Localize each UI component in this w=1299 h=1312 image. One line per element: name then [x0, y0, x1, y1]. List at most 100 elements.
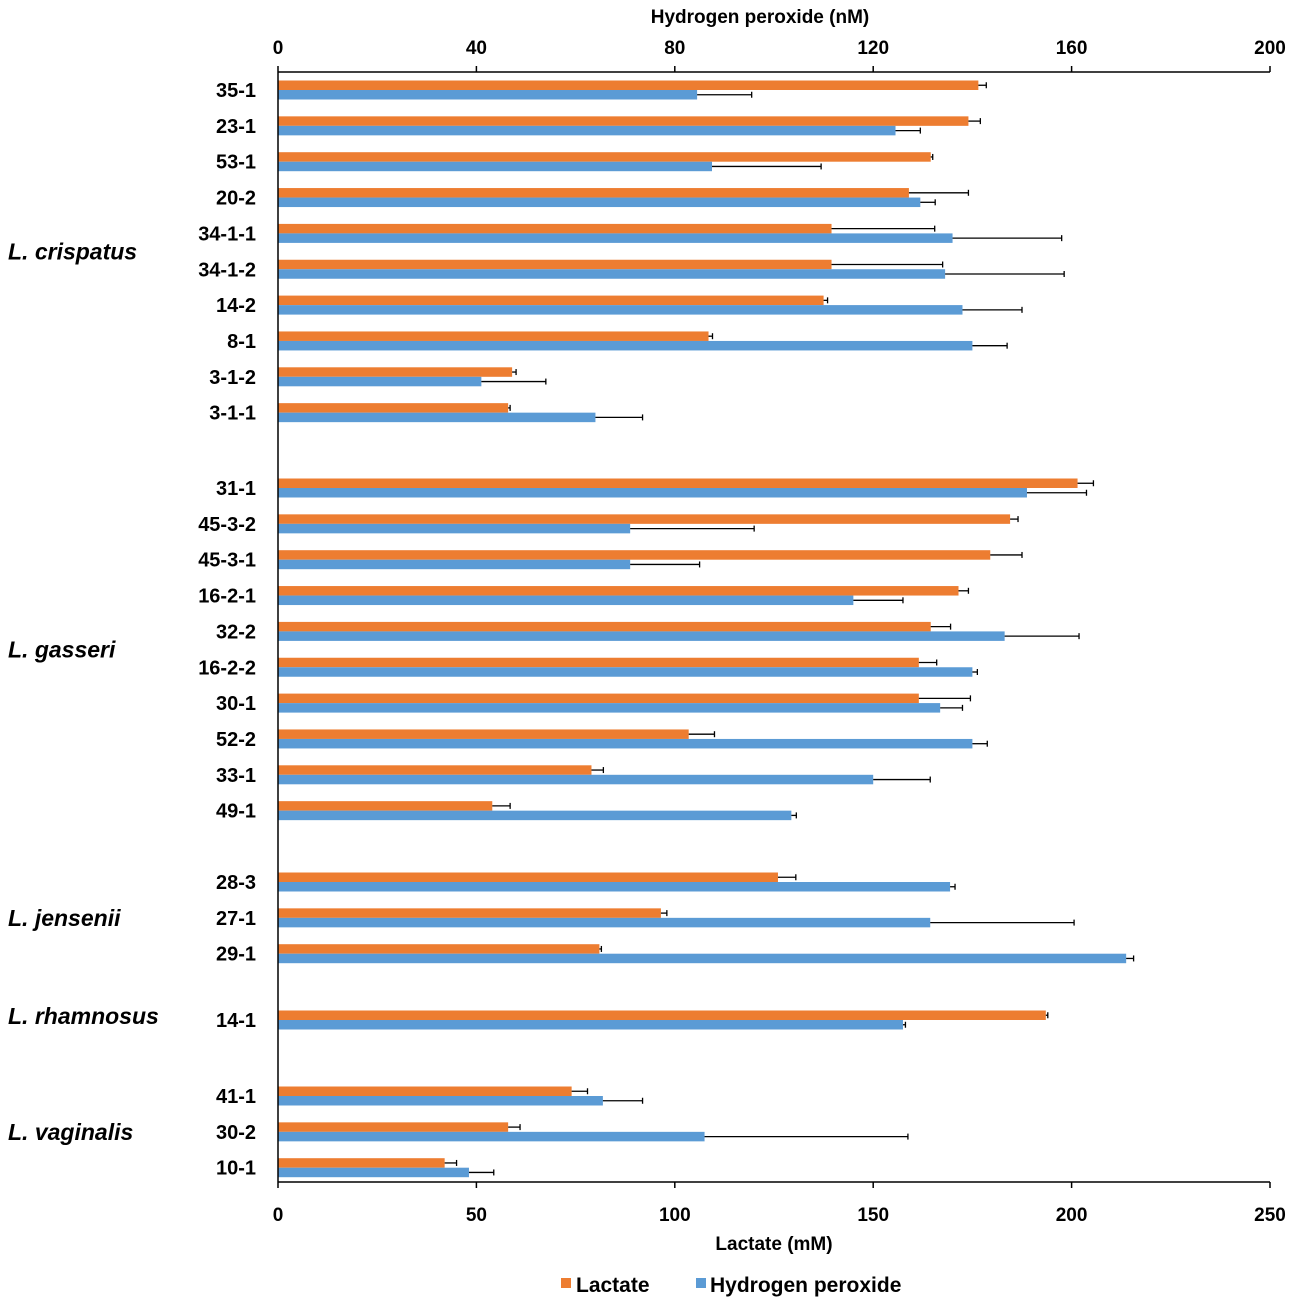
h2o2-bar-35-1: [278, 90, 698, 100]
h2o2-bar-20-2: [278, 197, 921, 208]
strain-label-32-2: 32-2: [216, 621, 256, 643]
lactate-bar-41-1: [278, 1086, 572, 1096]
lactate-bar-27-1: [278, 908, 661, 918]
h2o2-bar-31-1: [278, 488, 1027, 498]
lactate-bar-29-1: [278, 944, 600, 954]
lactate-bar-28-3: [278, 872, 778, 882]
strain-label-45-3-1: 45-3-1: [198, 550, 256, 572]
lactate-bar-35-1: [278, 80, 979, 90]
h2o2-bar-41-1: [278, 1096, 603, 1106]
strain-label-34-1-1: 34-1-1: [198, 223, 256, 245]
lactate-bar-34-1-1: [278, 223, 832, 234]
lactate-bar-53-1: [278, 152, 931, 162]
bottom-tick-label-5: 250: [1254, 1205, 1286, 1226]
lactate-bar-33-1: [278, 765, 592, 775]
strain-label-33-1: 33-1: [216, 765, 256, 787]
legend-swatch-lactate: [561, 1278, 571, 1288]
species-label-l-vaginalis: L. vaginalis: [8, 1119, 133, 1145]
top-tick-label-3: 120: [857, 38, 889, 59]
h2o2-bar-34-1-2: [278, 269, 946, 279]
lactate-bar-45-3-2: [278, 514, 1011, 524]
bottom-axis-title: Lactate (mM): [715, 1234, 832, 1255]
strain-label-28-3: 28-3: [216, 872, 256, 894]
h2o2-bar-16-2-1: [278, 595, 854, 606]
species-label-l-crispatus: L. crispatus: [8, 238, 137, 264]
bottom-tick-label-4: 200: [1056, 1205, 1088, 1226]
strain-label-14-1: 14-1: [216, 1010, 256, 1032]
strain-label-34-1-2: 34-1-2: [198, 259, 256, 281]
strain-label-23-1: 23-1: [216, 116, 256, 138]
strain-label-3-1-1: 3-1-1: [209, 403, 256, 425]
lactate-bar-30-2: [278, 1122, 509, 1132]
h2o2-bar-3-1-1: [278, 412, 596, 423]
strain-label-35-1: 35-1: [216, 80, 256, 102]
lactate-bar-3-1-2: [278, 367, 513, 377]
strain-label-49-1: 49-1: [216, 801, 256, 823]
strain-label-31-1: 31-1: [216, 478, 256, 500]
h2o2-bar-16-2-2: [278, 667, 973, 677]
bottom-tick-label-2: 100: [659, 1205, 691, 1226]
bottom-tick-label-0: 0: [273, 1205, 284, 1226]
top-tick-label-4: 160: [1056, 38, 1088, 59]
h2o2-bar-49-1: [278, 810, 792, 821]
lactate-bar-23-1: [278, 116, 969, 126]
legend: Lactate Hydrogen peroxide: [561, 1274, 901, 1297]
top-tick-label-0: 0: [273, 38, 284, 59]
strain-label-45-3-2: 45-3-2: [198, 514, 256, 536]
lactate-bar-8-1: [278, 331, 709, 341]
lactate-bar-49-1: [278, 801, 493, 811]
h2o2-bar-45-3-2: [278, 523, 631, 534]
error-bars-layer: [444, 82, 1135, 1176]
h2o2-bar-23-1: [278, 125, 896, 136]
strain-label-16-2-1: 16-2-1: [198, 586, 256, 608]
h2o2-bar-30-2: [278, 1131, 705, 1142]
strain-label-8-1: 8-1: [227, 331, 256, 353]
h2o2-bar-45-3-1: [278, 559, 631, 570]
h2o2-bar-34-1-1: [278, 233, 953, 243]
legend-label-h2o2: Hydrogen peroxide: [710, 1274, 901, 1297]
strain-label-20-2: 20-2: [216, 188, 256, 210]
lactate-bar-16-2-1: [278, 586, 959, 596]
lactate-bar-52-2: [278, 729, 689, 739]
species-label-l-jensenii: L. jensenii: [8, 905, 121, 931]
h2o2-bar-27-1: [278, 917, 931, 928]
strain-label-29-1: 29-1: [216, 944, 256, 966]
axes-layer: 0 40 80 120 160 200 0 50 100 150 200 250 Hydrogen pe…: [273, 7, 1286, 1255]
species-label-l-gasseri: L. gasseri: [8, 636, 116, 662]
h2o2-bar-29-1: [278, 953, 1127, 964]
legend-label-lactate: Lactate: [576, 1274, 650, 1297]
strain-label-30-2: 30-2: [216, 1122, 256, 1144]
top-tick-label-5: 200: [1254, 38, 1286, 59]
h2o2-bar-10-1: [278, 1167, 469, 1178]
lactate-bar-3-1-1: [278, 403, 509, 413]
lactate-bar-20-2: [278, 188, 909, 198]
strain-label-3-1-2: 3-1-2: [209, 367, 256, 389]
lactate-bar-10-1: [278, 1158, 445, 1168]
top-tick-label-2: 80: [664, 38, 685, 59]
lactate-bar-32-2: [278, 621, 931, 632]
h2o2-bar-14-2: [278, 305, 963, 315]
strain-label-53-1: 53-1: [216, 152, 256, 174]
h2o2-bar-30-1: [278, 703, 941, 713]
lactate-bar-14-1: [278, 1010, 1046, 1020]
h2o2-bar-8-1: [278, 340, 973, 351]
legend-swatch-h2o2: [696, 1278, 706, 1288]
strain-label-16-2-2: 16-2-2: [198, 657, 256, 679]
lactate-bar-34-1-2: [278, 259, 832, 270]
strain-label-27-1: 27-1: [216, 908, 256, 930]
top-axis-title: Hydrogen peroxide (nM): [651, 7, 870, 28]
species-label-l-rhamnosus: L. rhamnosus: [8, 1003, 159, 1029]
h2o2-bar-33-1: [278, 774, 874, 785]
labels-layer: 35-1 23-1 53-1 20-2 34-1-1 34-1-2 14-2 8-1 3-1-2…: [8, 80, 256, 1180]
h2o2-bar-28-3: [278, 882, 951, 892]
lactate-bar-30-1: [278, 693, 919, 704]
lactate-bar-16-2-2: [278, 657, 919, 668]
strain-label-30-1: 30-1: [216, 693, 256, 715]
bars-layer: [278, 80, 1127, 1178]
lactate-bar-45-3-1: [278, 550, 991, 560]
h2o2-bar-3-1-2: [278, 376, 482, 387]
bottom-tick-label-1: 50: [466, 1205, 487, 1226]
strain-label-14-2: 14-2: [216, 295, 256, 317]
